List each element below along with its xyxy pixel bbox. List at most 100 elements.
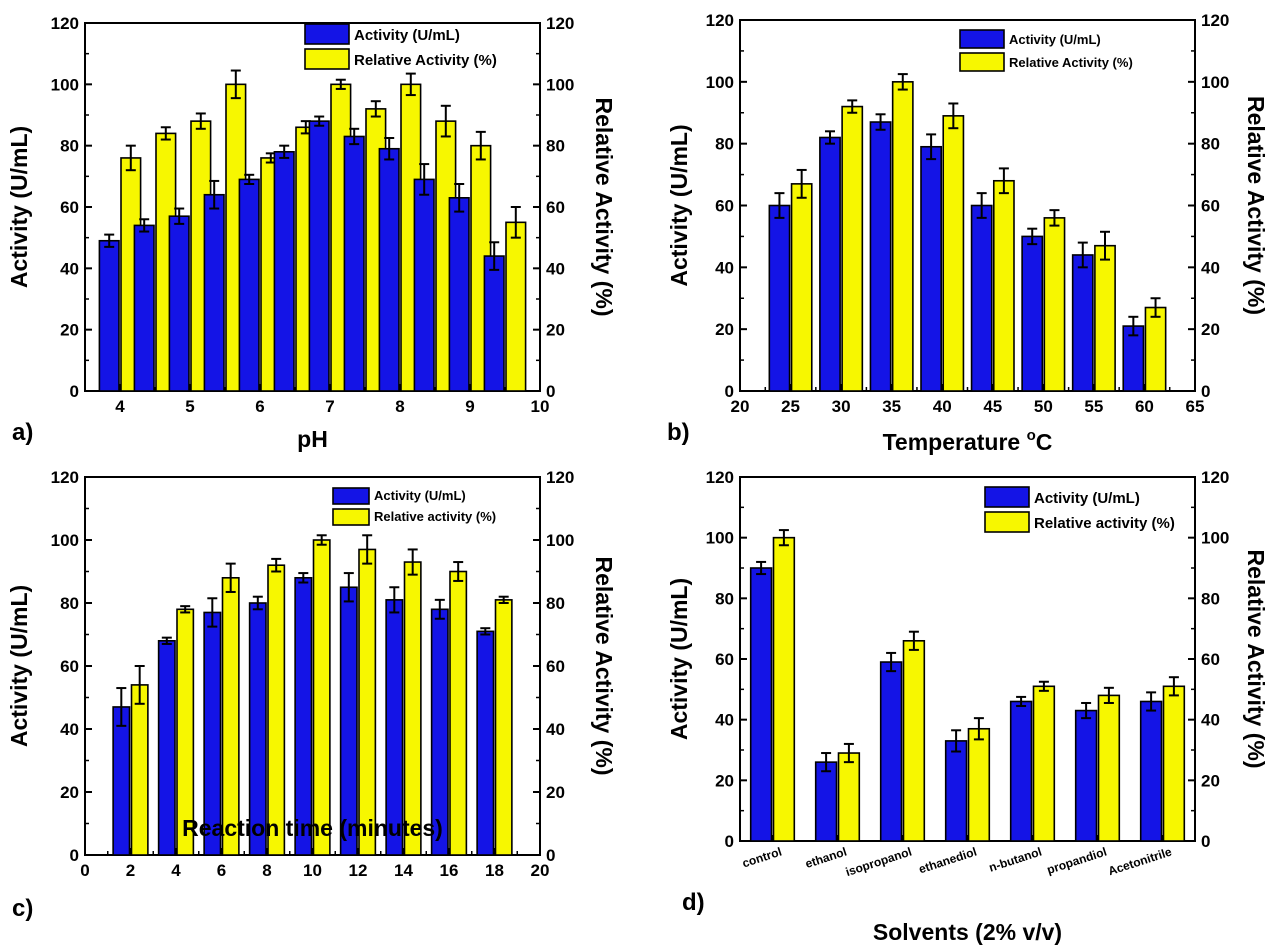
legend-entry: Relative Activity (%)	[1009, 55, 1133, 70]
x-tick-label: 30	[832, 397, 851, 416]
x-tick-label: 18	[485, 861, 504, 880]
y-tick-label: 100	[706, 73, 734, 92]
x-category-label: isopropanol	[844, 845, 914, 880]
y-tick-label: 0	[725, 382, 734, 401]
x-tick-label: 6	[255, 397, 264, 416]
relative-activity-bar	[130, 684, 149, 856]
x-tick-label: 16	[440, 861, 459, 880]
y-tick-label: 0	[725, 832, 734, 851]
legend-swatch	[332, 487, 370, 505]
y2-axis-label: Relative Activity (%)	[591, 557, 617, 776]
y2-tick-label: 0	[1201, 832, 1210, 851]
x-tick-label: 9	[465, 397, 474, 416]
y2-axis-label: Relative Activity (%)	[1243, 96, 1269, 315]
x-tick-label: 7	[325, 397, 334, 416]
relative-activity-bar	[403, 561, 422, 856]
legend-entry: Activity (U/mL)	[374, 488, 466, 503]
y-tick-label: 120	[51, 468, 79, 487]
y-tick-label: 40	[715, 258, 734, 277]
panel-label: d)	[682, 889, 705, 916]
relative-activity-bar	[891, 81, 914, 392]
x-tick-label: 40	[933, 397, 952, 416]
panel-label: c)	[12, 895, 33, 922]
relative-activity-bar	[449, 570, 468, 856]
x-tick-label: 8	[395, 397, 404, 416]
y2-tick-label: 40	[1201, 258, 1220, 277]
y2-tick-label: 100	[546, 531, 574, 550]
activity-bar	[168, 215, 190, 392]
y2-tick-label: 100	[1201, 529, 1229, 548]
x-tick-label: 55	[1084, 397, 1103, 416]
activity-bar	[749, 567, 773, 842]
y-tick-label: 80	[715, 589, 734, 608]
y2-tick-label: 80	[1201, 589, 1220, 608]
y2-tick-label: 80	[546, 137, 565, 156]
y-tick-label: 60	[715, 197, 734, 216]
y2-tick-label: 120	[1201, 468, 1229, 487]
x-axis-label-main: Temperature	[883, 429, 1027, 455]
y2-tick-label: 20	[546, 321, 565, 340]
legend-swatch	[332, 508, 370, 526]
y2-tick-label: 60	[546, 198, 565, 217]
x-tick-label: 45	[983, 397, 1002, 416]
y-tick-label: 100	[51, 75, 79, 94]
y2-tick-label: 0	[546, 846, 555, 865]
panel-label: b)	[667, 419, 690, 446]
legend-entry: Activity (U/mL)	[1034, 490, 1140, 507]
activity-bar	[879, 661, 903, 842]
chart-panel-4: 0 20 40 60 80 100 120 0 20 40 60 80 100 120 control eth…	[666, 468, 1269, 945]
activity-bar	[448, 197, 470, 392]
y-tick-label: 80	[60, 137, 79, 156]
relative-activity-bar	[902, 639, 926, 842]
x-tick-label: 10	[303, 861, 322, 880]
y2-tick-label: 40	[546, 720, 565, 739]
x-axis-label: pH	[297, 426, 328, 452]
y-tick-label: 120	[706, 468, 734, 487]
y2-tick-label: 120	[1201, 11, 1229, 30]
x-tick-label: 25	[781, 397, 800, 416]
y2-axis-label: Relative Activity (%)	[591, 98, 617, 317]
x-tick-label: 50	[1034, 397, 1053, 416]
legend-entry: Activity (U/mL)	[1009, 32, 1101, 47]
x-axis-label-unit: C	[1036, 429, 1053, 455]
x-category-label: ethanediol	[917, 845, 978, 877]
x-tick-label: 4	[115, 397, 125, 416]
x-tick-label: 2	[126, 861, 135, 880]
activity-bar	[920, 145, 943, 392]
plot-frame	[84, 476, 541, 856]
x-tick-label: 0	[80, 861, 89, 880]
x-axis-label: Reaction time (minutes)	[182, 815, 443, 841]
y-axis-label: Activity (U/mL)	[6, 126, 32, 288]
y2-tick-label: 80	[546, 594, 565, 613]
y2-tick-label: 40	[1201, 711, 1220, 730]
y-tick-label: 40	[60, 259, 79, 278]
legend-entry: Activity (U/mL)	[354, 27, 460, 44]
y2-tick-label: 100	[546, 75, 574, 94]
relative-activity-bar	[1032, 685, 1056, 842]
y2-tick-label: 20	[1201, 771, 1220, 790]
activity-bar	[819, 136, 841, 392]
relative-activity-bar	[494, 599, 513, 856]
activity-bar	[483, 255, 505, 392]
y2-tick-label: 80	[1201, 135, 1220, 154]
x-tick-label: 20	[731, 397, 750, 416]
activity-bar	[413, 178, 435, 392]
relative-activity-bar	[267, 564, 286, 856]
y-tick-label: 100	[51, 531, 79, 550]
y2-tick-label: 0	[1201, 382, 1210, 401]
y-tick-label: 80	[715, 135, 734, 154]
activity-bar	[378, 147, 400, 392]
y-tick-label: 120	[51, 14, 79, 33]
y-tick-label: 40	[715, 711, 734, 730]
y-tick-label: 80	[60, 594, 79, 613]
y-tick-label: 20	[60, 321, 79, 340]
relative-activity-bar	[1162, 685, 1186, 842]
relative-activity-bar	[992, 179, 1015, 392]
y2-tick-label: 40	[546, 259, 565, 278]
legend-entry: Relative activity (%)	[374, 509, 496, 524]
activity-bar	[768, 204, 791, 392]
activity-bar	[273, 151, 295, 392]
y2-tick-label: 20	[1201, 320, 1220, 339]
x-tick-label: 6	[217, 861, 226, 880]
